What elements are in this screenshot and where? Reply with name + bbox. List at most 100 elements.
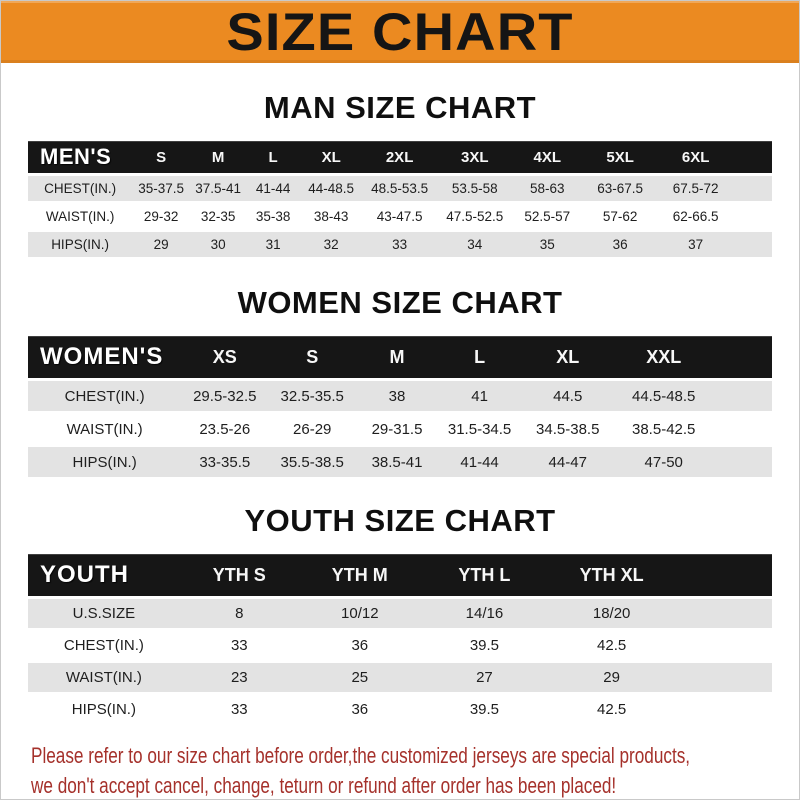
- mens-size-table: MEN'S S M L XL 2XL 3XL 4XL 5XL 6XL CHEST(IN.) 35-37…: [28, 138, 772, 260]
- spacer-cell: [675, 599, 772, 628]
- table-row: HIPS(IN.) 33-35.5 35.5-38.5 38.5-41 41-44 44-…: [28, 447, 772, 477]
- row-label: HIPS(IN.): [28, 695, 180, 724]
- header-band: MEN'S S M L XL 2XL 3XL 4XL 5XL 6XL: [28, 141, 772, 173]
- spacer-cell: [713, 414, 772, 444]
- youth-table-container: YOUTH YTH S YTH M YTH L YTH XL U.S.SIZE 8 10/12…: [1, 551, 799, 727]
- size-cell: 33: [179, 695, 299, 724]
- row-label: CHEST(IN.): [28, 176, 133, 201]
- column-header: YTH S: [179, 554, 299, 596]
- man-size-chart-title: MAN SIZE CHART: [263, 90, 537, 125]
- spacer-cell: [675, 695, 772, 724]
- column-header: S: [132, 141, 191, 173]
- size-cell: 38: [356, 381, 438, 411]
- size-cell: 53.5-58: [437, 176, 513, 201]
- table-row: HIPS(IN.) 29 30 31 32 33 34 35 36 37: [28, 232, 772, 257]
- column-header: L: [245, 141, 301, 173]
- row-label: CHEST(IN.): [28, 631, 180, 660]
- women-size-chart-title: WOMEN SIZE CHART: [237, 285, 563, 320]
- youth-size-table: YOUTH YTH S YTH M YTH L YTH XL U.S.SIZE 8 10/12…: [28, 551, 772, 727]
- men-table-container: MEN'S S M L XL 2XL 3XL 4XL 5XL 6XL CHEST(IN.) 35-37…: [1, 138, 799, 260]
- youth-section: YOUTH SIZE CHART YOUTH YTH S YTH M YTH L YTH…: [1, 504, 799, 727]
- spacer-cell: [675, 631, 772, 660]
- size-cell: 36: [582, 232, 659, 257]
- size-cell: 44-47: [521, 447, 615, 477]
- column-header: XXL: [614, 336, 714, 378]
- table-row: U.S.SIZE 8 10/12 14/16 18/20: [28, 599, 772, 628]
- column-header: YTH M: [298, 554, 421, 596]
- size-cell: 32-35: [190, 204, 246, 229]
- column-header: YTH XL: [548, 554, 676, 596]
- size-cell: 38.5-41: [356, 447, 438, 477]
- size-cell: 36: [298, 695, 421, 724]
- women-table-container: WOMEN'S XS S M L XL XXL CHEST(IN.) 29.5-32.5 32.5…: [1, 333, 799, 480]
- size-cell: 43-47.5: [362, 204, 438, 229]
- row-label: CHEST(IN.): [28, 381, 182, 411]
- spacer-cell: [733, 176, 772, 201]
- size-cell: 47-50: [614, 447, 714, 477]
- spacer-cell: [733, 232, 772, 257]
- size-cell: 10/12: [298, 599, 421, 628]
- size-cell: 29: [548, 663, 676, 692]
- size-cell: 25: [298, 663, 421, 692]
- column-header: M: [356, 336, 438, 378]
- size-cell: 44.5-48.5: [614, 381, 714, 411]
- size-cell: 38.5-42.5: [614, 414, 714, 444]
- size-cell: 36: [298, 631, 421, 660]
- table-label: YOUTH: [28, 554, 180, 596]
- size-cell: 37.5-41: [190, 176, 246, 201]
- size-cell: 29.5-32.5: [181, 381, 269, 411]
- size-cell: 34: [437, 232, 513, 257]
- column-header: YTH L: [420, 554, 549, 596]
- size-cell: 67.5-72: [658, 176, 734, 201]
- size-cell: 31: [245, 232, 301, 257]
- spacer-cell: [713, 336, 772, 378]
- size-cell: 18/20: [548, 599, 676, 628]
- header-band: YOUTH YTH S YTH M YTH L YTH XL: [28, 554, 772, 596]
- spacer-cell: [733, 204, 772, 229]
- size-cell: 62-66.5: [658, 204, 734, 229]
- size-cell: 35: [512, 232, 583, 257]
- size-cell: 57-62: [582, 204, 659, 229]
- women-section: WOMEN SIZE CHART WOMEN'S XS S M L XL XXL CHEST(…: [1, 286, 799, 480]
- youth-size-chart-title: YOUTH SIZE CHART: [244, 503, 556, 538]
- size-cell: 63-67.5: [582, 176, 659, 201]
- size-cell: 33: [179, 631, 299, 660]
- size-cell: 29: [132, 232, 191, 257]
- size-cell: 42.5: [548, 631, 676, 660]
- size-cell: 29-31.5: [356, 414, 438, 444]
- womens-size-table: WOMEN'S XS S M L XL XXL CHEST(IN.) 29.5-32.5 32.5…: [28, 333, 772, 480]
- column-header: L: [437, 336, 522, 378]
- size-cell: 41-44: [437, 447, 522, 477]
- row-label: HIPS(IN.): [28, 232, 133, 257]
- spacer-cell: [713, 447, 772, 477]
- size-cell: 14/16: [420, 599, 549, 628]
- spacer-cell: [713, 381, 772, 411]
- column-header: XL: [521, 336, 615, 378]
- size-cell: 35-38: [245, 204, 301, 229]
- notice-line-2: we don't accept cancel, change, teturn o…: [31, 773, 617, 798]
- column-header: 3XL: [437, 141, 513, 173]
- table-label: WOMEN'S: [28, 336, 182, 378]
- spacer-cell: [675, 554, 772, 596]
- size-cell: 39.5: [420, 631, 549, 660]
- size-cell: 47.5-52.5: [437, 204, 513, 229]
- size-chart-banner-title: SIZE CHART: [226, 2, 574, 62]
- size-chart-banner: SIZE CHART: [1, 1, 799, 63]
- size-cell: 44.5: [521, 381, 615, 411]
- size-cell: 58-63: [512, 176, 583, 201]
- table-row: CHEST(IN.) 35-37.5 37.5-41 41-44 44-48.5 48.5…: [28, 176, 772, 201]
- order-notice: Please refer to our size chart before or…: [31, 741, 799, 799]
- size-cell: 27: [420, 663, 549, 692]
- notice-line-1: Please refer to our size chart before or…: [31, 743, 691, 768]
- size-cell: 23: [179, 663, 299, 692]
- table-row: HIPS(IN.) 33 36 39.5 42.5: [28, 695, 772, 724]
- size-cell: 34.5-38.5: [521, 414, 615, 444]
- column-header: 2XL: [362, 141, 438, 173]
- row-label: WAIST(IN.): [28, 663, 180, 692]
- size-cell: 26-29: [268, 414, 357, 444]
- size-cell: 52.5-57: [512, 204, 583, 229]
- men-section: MAN SIZE CHART MEN'S S M L XL 2XL 3XL 4XL 5XL 6XL…: [1, 91, 799, 260]
- spacer-cell: [675, 663, 772, 692]
- header-band: WOMEN'S XS S M L XL XXL: [28, 336, 772, 378]
- column-header: XL: [300, 141, 363, 173]
